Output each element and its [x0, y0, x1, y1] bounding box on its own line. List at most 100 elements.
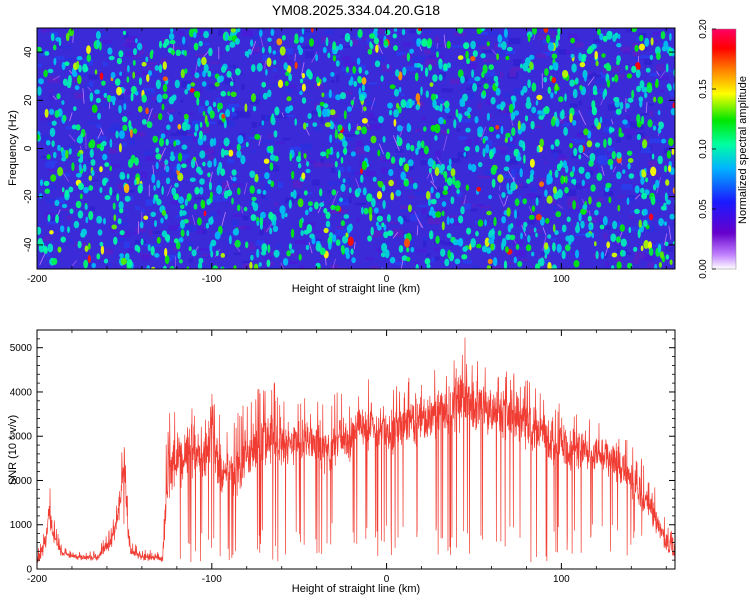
- spectrogram-cell: [428, 167, 432, 174]
- spectrogram-background-texture: [206, 73, 216, 77]
- spectrogram-cell: [207, 70, 212, 78]
- spectrogram-background-texture: [216, 51, 223, 55]
- spectrogram-cell: [130, 92, 134, 102]
- spectrogram-background-texture: [102, 97, 111, 100]
- spectrogram-background-texture: [292, 184, 303, 188]
- spectrogram-cell: [475, 145, 480, 153]
- spectrogram-cell: [565, 165, 569, 174]
- spectrogram-cell: [434, 167, 440, 176]
- spectrogram-cell: [620, 238, 627, 247]
- spectrogram-cell: [471, 69, 475, 78]
- spectrogram-background-texture: [313, 126, 323, 131]
- spectrogram-background-texture: [515, 212, 520, 217]
- spectrogram-cell: [450, 168, 456, 177]
- spectrogram-cell: [146, 265, 150, 269]
- spectrogram-cell: [656, 52, 661, 60]
- spectrogram-cell: [216, 166, 220, 176]
- spectrogram-cell: [580, 220, 585, 229]
- spectrogram-cell: [432, 99, 437, 109]
- spectrogram-cell: [658, 218, 664, 227]
- spectrogram-cell: [71, 162, 75, 172]
- spectrogram-cell: [579, 62, 586, 68]
- spectrogram-background-texture: [514, 167, 520, 173]
- spectrogram-cell: [186, 266, 190, 269]
- spectrogram-cell: [373, 37, 380, 45]
- spectrogram-cell: [77, 135, 84, 144]
- spectrogram-cell: [269, 227, 273, 235]
- spectrogram-background-texture: [178, 161, 184, 168]
- spectrogram-cell: [461, 254, 468, 260]
- spectrogram-cell: [118, 143, 122, 153]
- spectrogram-background-texture: [327, 190, 334, 194]
- spectrogram-cell: [436, 51, 439, 58]
- spectrogram-cell: [269, 162, 274, 171]
- spectrogram-streak: [601, 165, 605, 176]
- spectrogram-cell: [385, 151, 391, 160]
- spectrogram-cell: [263, 158, 270, 164]
- spectrogram-cell: [564, 186, 569, 194]
- spectrogram-cell: [440, 248, 446, 257]
- spectrogram-background-texture: [41, 28, 51, 32]
- spectrogram-background-texture: [603, 233, 608, 239]
- spectrogram-cell: [466, 227, 472, 235]
- spectrogram-background-texture: [93, 142, 102, 146]
- spectrogram-cell: [447, 249, 451, 259]
- spectrogram-cell: [434, 135, 438, 141]
- spectrogram-background-texture: [395, 165, 408, 168]
- spectrogram-background-texture: [222, 266, 229, 269]
- spectrogram-cell: [73, 220, 80, 229]
- spectrogram-cell: [122, 30, 127, 36]
- colorbar-tick-label: 0.05: [698, 199, 709, 219]
- spectrogram-background-texture: [262, 54, 270, 62]
- spectrogram-cell: [398, 157, 403, 167]
- spectrogram-cell: [584, 74, 587, 82]
- spectrogram-background-texture: [124, 66, 128, 71]
- spectrogram-background-texture: [607, 104, 620, 111]
- spectrogram-cell: [628, 173, 635, 179]
- spectrogram-background-texture: [456, 128, 461, 132]
- spectrogram-cell: [522, 198, 527, 205]
- spectrogram-cell: [554, 169, 559, 178]
- spectrogram-cell: [74, 85, 80, 91]
- spectrogram-cell: [616, 152, 622, 159]
- spectrogram-cell: [645, 67, 651, 73]
- spectrogram-cell: [493, 216, 497, 227]
- spectrogram-cell: [550, 117, 556, 127]
- spectrogram-cell: [666, 150, 672, 159]
- spectrogram-background-texture: [367, 82, 377, 85]
- spectrogram-cell: [220, 148, 225, 158]
- spectrogram-cell: [50, 33, 55, 42]
- spectrogram-background-texture: [322, 155, 329, 158]
- spectrogram-background-texture: [513, 239, 523, 247]
- spectrogram-background-texture: [330, 264, 339, 269]
- spectrogram-background-texture: [240, 145, 246, 149]
- spectrogram-background-texture: [231, 183, 237, 188]
- spectrogram-cell: [513, 256, 517, 264]
- spectrogram-cell: [616, 171, 622, 180]
- spectrogram-background-texture: [602, 118, 613, 125]
- spectrogram-cell: [573, 147, 578, 157]
- spectrogram-cell: [375, 44, 379, 53]
- spectrogram-cell: [572, 166, 575, 173]
- spectrogram-cell: [120, 175, 126, 180]
- spectrogram-cell: [322, 108, 328, 118]
- spectrogram-cell: [356, 125, 362, 131]
- spectrogram-cell: [613, 96, 620, 103]
- spectrogram-background-texture: [538, 184, 546, 190]
- spectrogram-cell: [492, 257, 498, 267]
- spectrogram-cell: [307, 113, 312, 120]
- spectrogram-cell: [517, 120, 521, 130]
- spectrogram-cell: [462, 93, 468, 102]
- spectrogram-cell: [649, 54, 654, 61]
- spectrogram-background-texture: [285, 87, 293, 93]
- spectrogram-cell: [554, 139, 560, 147]
- spectrogram-background-texture: [408, 166, 414, 171]
- spectrogram-cell: [644, 92, 648, 99]
- spectrogram-background-texture: [536, 53, 547, 59]
- spectrogram-cell: [463, 152, 467, 157]
- spectrogram-cell: [220, 65, 227, 73]
- spectrogram-cell: [55, 214, 59, 224]
- spectrogram-background-texture: [629, 215, 634, 220]
- spectrogram-cell: [69, 208, 74, 214]
